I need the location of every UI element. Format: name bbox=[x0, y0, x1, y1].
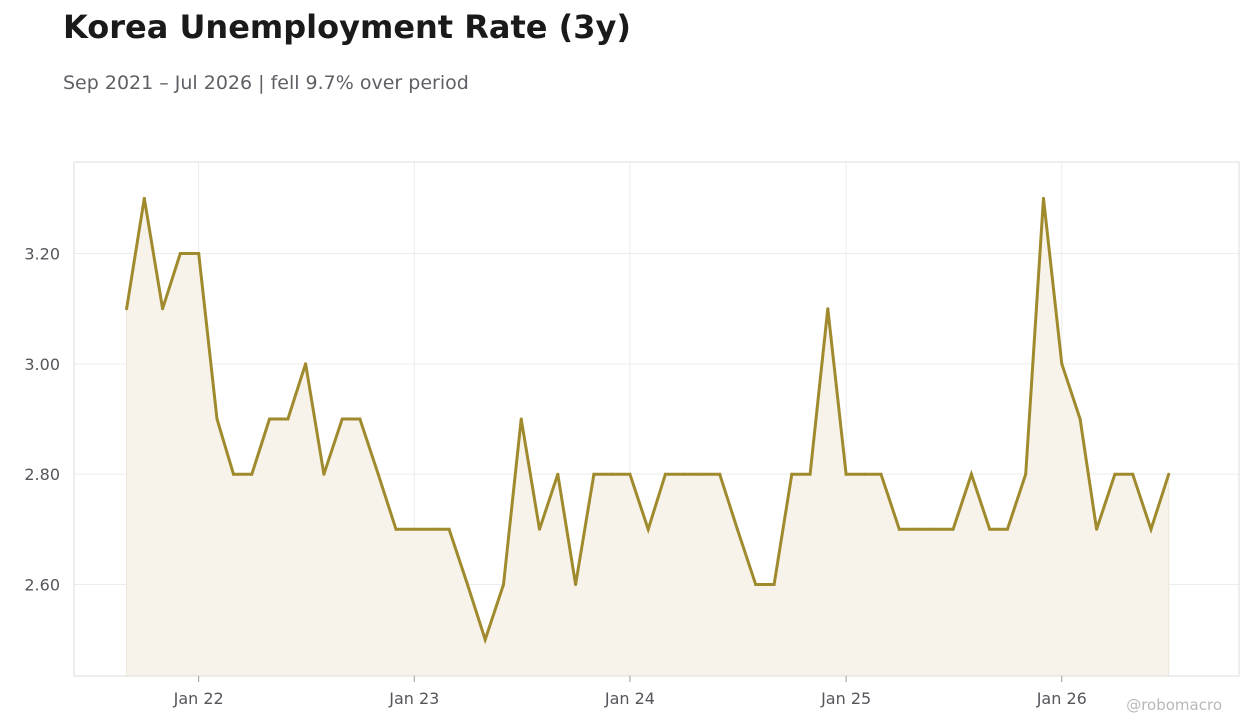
data-point bbox=[232, 472, 235, 476]
data-point bbox=[699, 472, 703, 476]
data-point bbox=[735, 527, 739, 531]
data-point bbox=[628, 472, 632, 476]
data-point bbox=[790, 472, 794, 476]
data-point bbox=[1113, 472, 1117, 476]
y-tick-label: 2.60 bbox=[24, 575, 60, 594]
data-point bbox=[808, 472, 812, 476]
y-tick-label: 3.00 bbox=[24, 355, 60, 374]
data-point bbox=[394, 527, 398, 531]
data-point bbox=[322, 472, 326, 476]
plot-frame bbox=[73, 161, 1240, 677]
data-point bbox=[268, 417, 271, 421]
x-tick-label: Jan 25 bbox=[820, 689, 871, 708]
watermark: @robomacro bbox=[1126, 696, 1222, 714]
data-point bbox=[178, 252, 182, 255]
y-tick-label: 3.20 bbox=[24, 245, 60, 264]
data-point bbox=[772, 583, 776, 586]
data-point bbox=[431, 527, 435, 531]
data-point bbox=[250, 472, 254, 476]
data-point bbox=[826, 307, 830, 311]
data-point bbox=[592, 472, 596, 476]
data-point bbox=[969, 472, 973, 476]
data-point bbox=[1078, 417, 1082, 421]
data-point bbox=[1131, 472, 1135, 476]
data-point bbox=[610, 472, 614, 476]
data-point bbox=[1005, 527, 1009, 531]
data-point bbox=[574, 583, 578, 586]
data-point bbox=[754, 583, 758, 586]
data-point bbox=[933, 527, 937, 531]
data-point bbox=[646, 527, 650, 531]
data-point bbox=[197, 252, 201, 255]
data-point bbox=[863, 472, 866, 476]
data-point bbox=[161, 307, 165, 311]
data-point bbox=[304, 362, 308, 366]
x-tick-label: Jan 23 bbox=[388, 689, 439, 708]
data-point bbox=[215, 417, 219, 421]
area-fill bbox=[126, 198, 1170, 677]
x-tick-label: Jan 22 bbox=[173, 689, 224, 708]
data-point bbox=[340, 417, 344, 421]
data-point bbox=[1042, 196, 1045, 200]
data-point bbox=[1060, 362, 1064, 366]
data-point bbox=[466, 583, 469, 586]
data-points bbox=[125, 196, 1171, 642]
data-point bbox=[447, 527, 451, 531]
data-point bbox=[844, 472, 848, 476]
data-point bbox=[682, 472, 686, 476]
data-point bbox=[988, 527, 992, 531]
data-point bbox=[519, 417, 523, 421]
data-point bbox=[897, 527, 901, 531]
data-point bbox=[412, 527, 416, 531]
data-point bbox=[556, 472, 560, 476]
data-point bbox=[663, 472, 667, 476]
data-point bbox=[1095, 527, 1099, 531]
data-point bbox=[1024, 472, 1028, 476]
data-point bbox=[358, 417, 362, 421]
data-point bbox=[1167, 472, 1171, 476]
data-point bbox=[718, 472, 722, 476]
data-point bbox=[502, 583, 505, 586]
data-point bbox=[142, 196, 146, 200]
data-point bbox=[879, 472, 883, 476]
data-point bbox=[286, 417, 290, 421]
x-tick-label: Jan 24 bbox=[604, 689, 655, 708]
x-axis: Jan 22 Jan 23 Jan 24 Jan 25 Jan 26 bbox=[173, 676, 1087, 708]
data-point bbox=[376, 472, 380, 476]
data-point bbox=[951, 527, 955, 531]
chart-subtitle: Sep 2021 – Jul 2026 | fell 9.7% over per… bbox=[63, 72, 469, 94]
data-point bbox=[125, 307, 129, 311]
x-tick-label: Jan 26 bbox=[1036, 689, 1087, 708]
y-axis: 2.60 2.80 3.00 3.20 bbox=[24, 245, 60, 595]
data-point bbox=[538, 527, 541, 531]
data-point bbox=[1149, 527, 1153, 531]
data-point bbox=[915, 527, 919, 531]
y-tick-label: 2.80 bbox=[24, 465, 60, 484]
chart-title: Korea Unemployment Rate (3y) bbox=[63, 8, 631, 46]
data-point bbox=[483, 638, 487, 642]
